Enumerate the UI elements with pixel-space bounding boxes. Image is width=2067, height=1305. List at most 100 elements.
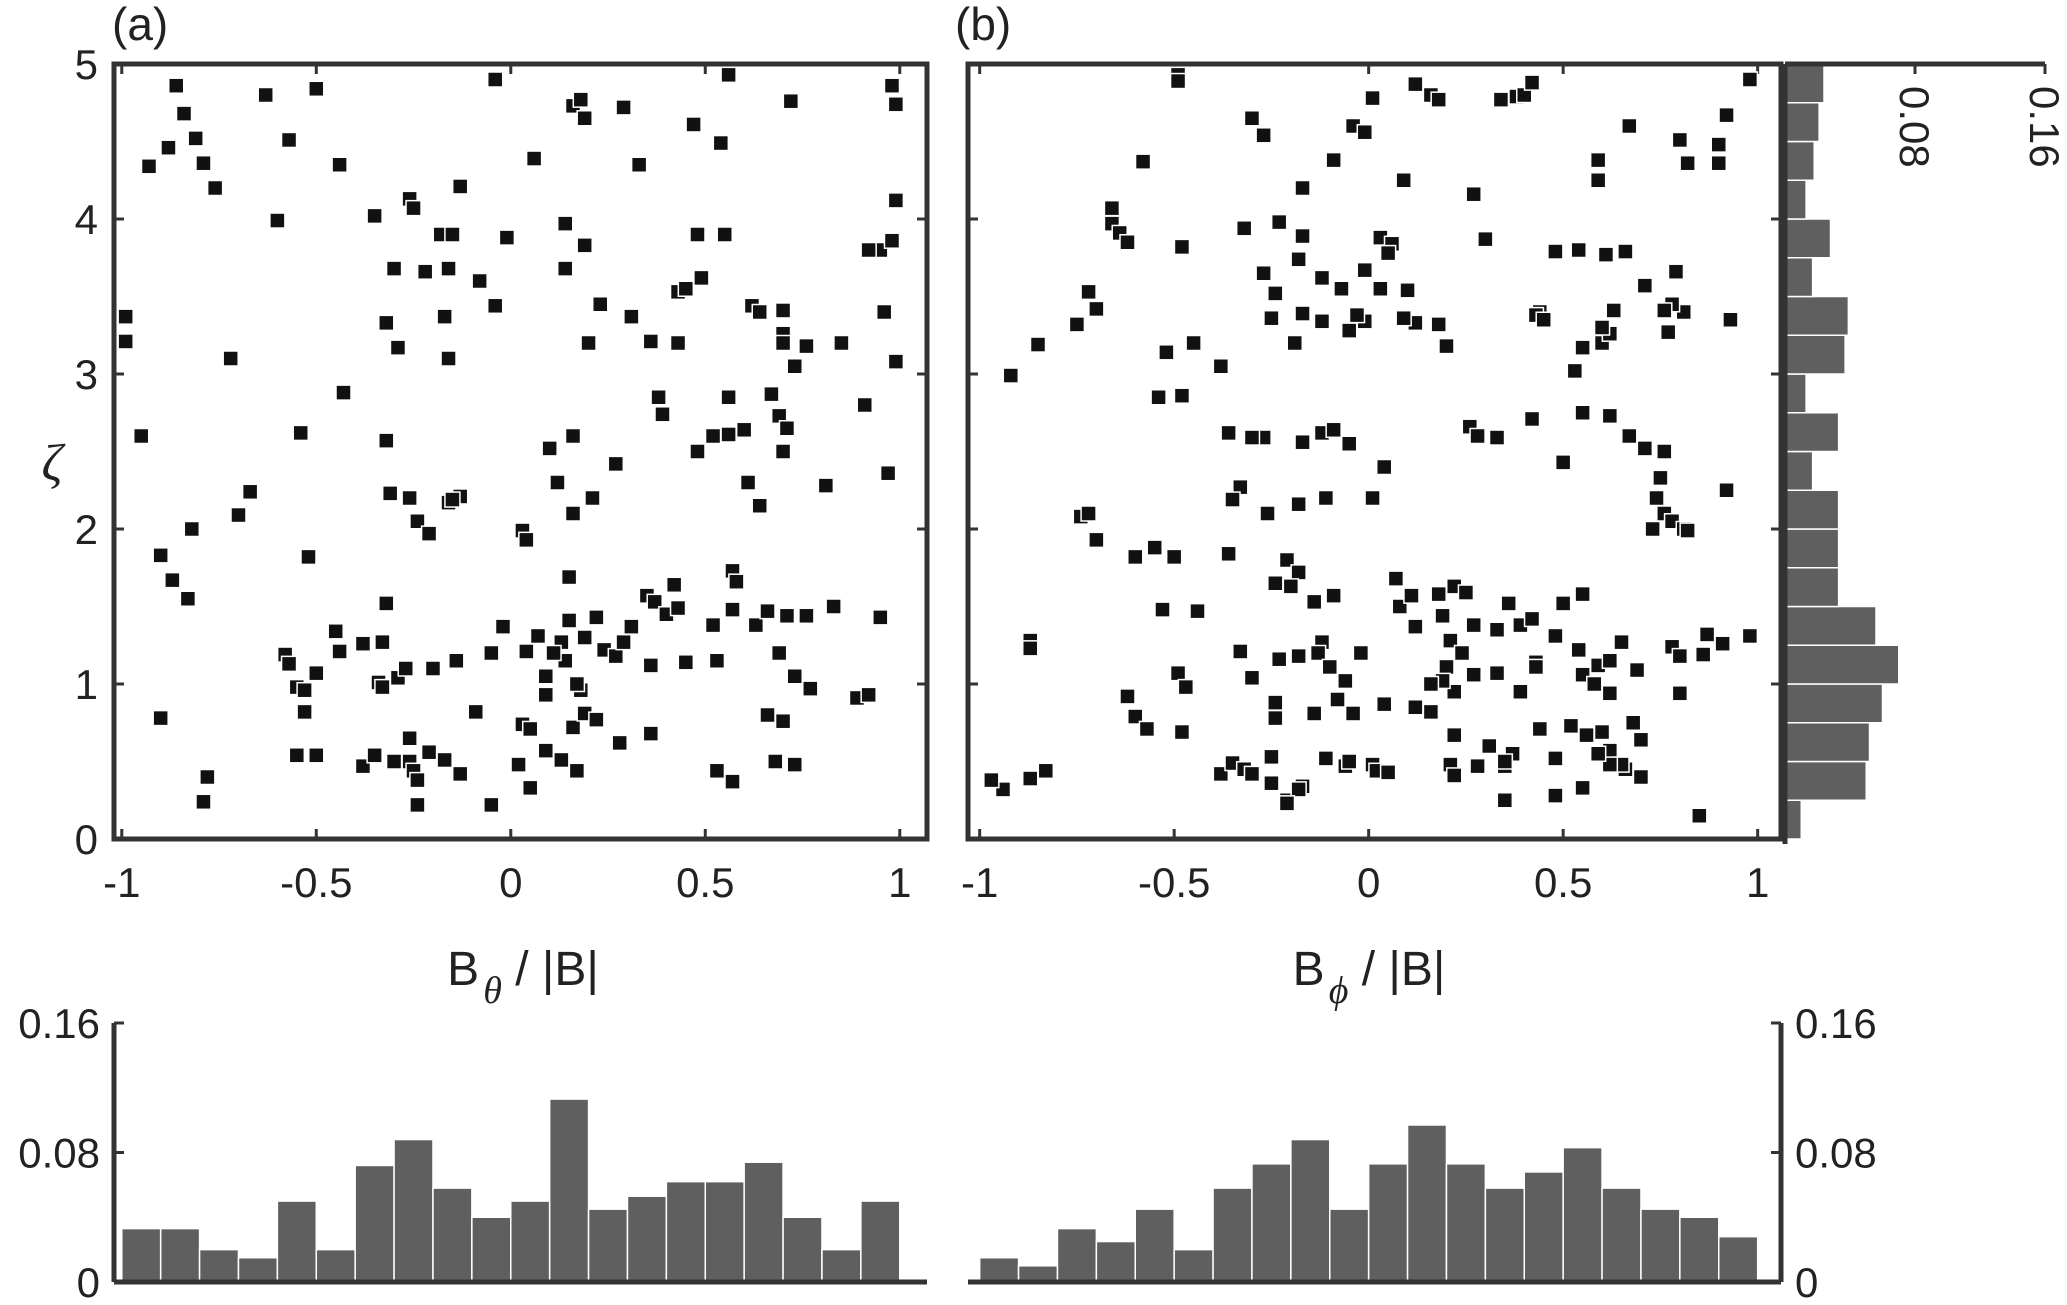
scatter-a-point — [416, 263, 434, 280]
scatter-b-point — [1589, 745, 1607, 762]
scatter-a-point — [420, 743, 438, 761]
hist-right-bar — [1784, 528, 1840, 569]
hist-a-bar — [237, 1256, 279, 1283]
hist-a-bar — [510, 1200, 551, 1283]
scatter-b-point — [1574, 404, 1591, 421]
scatter-a-point — [556, 260, 574, 277]
scatter-a-point — [630, 156, 648, 173]
hist-a-bar — [548, 1098, 590, 1283]
scatter-b-point — [1601, 652, 1619, 669]
scatter-a-xtick-label: 0 — [499, 859, 522, 906]
scatter-b-point — [1325, 151, 1342, 169]
scatter-a-ytick-label: 5 — [75, 41, 98, 88]
scatter-b-point — [1021, 770, 1039, 787]
scatter-a-point — [720, 389, 737, 406]
histogram-bottom-a: 0 0.08 0.16 — [18, 1000, 927, 1305]
scatter-b-point — [1068, 316, 1086, 333]
scatter-b-point — [1488, 664, 1506, 682]
scatter-b-point — [1547, 627, 1564, 645]
scatter-b-point — [1290, 781, 1307, 798]
hist-a-bar — [743, 1161, 784, 1283]
scatter-b-point — [1547, 787, 1564, 804]
scatter-a-point — [117, 333, 134, 350]
scatter-b-point — [1290, 251, 1307, 268]
scatter-a-point — [381, 485, 399, 502]
scatter-b-point — [1453, 644, 1471, 662]
scatter-b-point — [1243, 110, 1261, 127]
scatter-b-axes-frame — [965, 61, 1784, 842]
scatter-b-point — [1547, 243, 1564, 260]
scatter-a-point — [860, 241, 877, 259]
scatter-a-point — [296, 681, 313, 699]
scatter-a-point — [677, 654, 695, 671]
scatter-b-point — [1621, 117, 1638, 135]
histogram-bottom-b: 0 0.08 0.16 — [968, 1000, 1877, 1305]
scatter-a-point — [774, 302, 792, 319]
scatter-b-point — [1628, 661, 1646, 679]
scatter-a-point — [588, 711, 605, 728]
scatter-b-point — [1185, 334, 1202, 352]
scatter-a-point — [739, 474, 757, 491]
hist-a-bar — [821, 1248, 862, 1283]
hist-b-bar — [1134, 1208, 1175, 1283]
scatter-b-point — [1718, 106, 1735, 124]
scatter-b-point — [1601, 685, 1619, 702]
scatter-a-point — [572, 91, 590, 108]
scatter-a-point — [467, 703, 485, 721]
hist-b-bar — [1562, 1146, 1603, 1283]
scatter-b-point — [1270, 650, 1288, 668]
scatter-b-point — [1465, 666, 1482, 683]
scatter-a-point — [257, 86, 274, 104]
scatter-b-point — [1445, 726, 1463, 744]
scatter-b-point — [1691, 807, 1708, 824]
scatter-a-point — [308, 747, 325, 764]
scatter-a-point — [704, 427, 722, 445]
scatter-b-point — [1278, 551, 1296, 569]
scatter-a-point — [607, 455, 625, 473]
scatter-a-point — [693, 269, 710, 287]
scatter-a-point — [486, 71, 504, 88]
scatter-b-point — [1694, 646, 1712, 663]
scatter-a-ytick-label: 4 — [75, 196, 98, 243]
scatter-a-point — [677, 280, 695, 297]
scatter-a-point — [164, 571, 181, 589]
scatter-b-xtick-label: -1 — [961, 859, 998, 906]
scatter-a-point — [887, 353, 905, 370]
scatter-a-point — [541, 440, 558, 457]
scatter-b-point — [1263, 774, 1280, 792]
hist-b-bar — [1251, 1163, 1292, 1283]
scatter-a-point — [763, 385, 780, 403]
scatter-b-point — [1286, 334, 1304, 352]
scatter-a-point — [879, 464, 897, 482]
scatter-a-point — [308, 80, 325, 98]
scatter-a-point — [374, 633, 391, 651]
scatter-b-point — [1589, 151, 1607, 169]
scatter-a-point — [568, 762, 586, 780]
scatter-a-point — [498, 229, 516, 246]
scatter-b-point — [1282, 578, 1300, 595]
hist-right-bar — [1784, 722, 1871, 763]
scatter-a-point — [510, 756, 527, 773]
scatter-b-point — [1636, 277, 1654, 294]
scatter-b-point — [1554, 454, 1572, 471]
scatter-b-point — [1329, 691, 1346, 708]
scatter-a-point — [875, 303, 893, 321]
scatter-a-point — [451, 178, 469, 195]
scatter-a-point — [556, 215, 574, 232]
scatter-b-point — [1103, 199, 1121, 217]
scatter-b-plot: -1 -0.5 0 0.5 1 — [961, 61, 1784, 906]
scatter-a-point — [767, 753, 784, 770]
scatter-a-point — [860, 686, 877, 704]
scatter-a-point — [564, 719, 582, 736]
panel-a-label: (a) — [112, 0, 168, 50]
hist-right-bar — [1784, 567, 1840, 608]
scatter-a-point — [549, 474, 566, 491]
scatter-b-point — [1325, 421, 1342, 439]
scatter-b-point — [1488, 621, 1506, 638]
scatter-a-point — [560, 568, 578, 586]
scatter-b-point — [1445, 767, 1463, 784]
scatter-a-point — [883, 77, 901, 94]
scatter-a-point — [646, 593, 663, 611]
